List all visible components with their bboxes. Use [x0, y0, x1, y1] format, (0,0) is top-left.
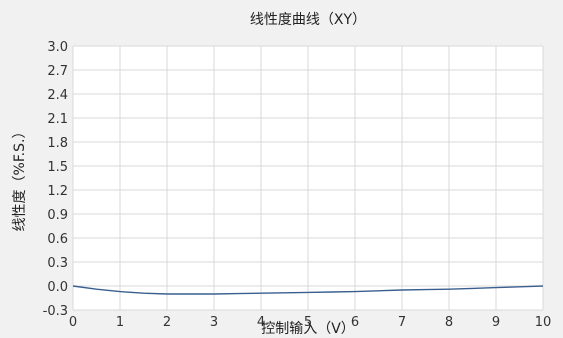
x-tick-label: 2 [163, 315, 171, 330]
y-axis-ticks: -0.3 0.0 0.3 0.6 0.9 1.2 1.5 1.8 2.1 2.4 2.7 3.0 [43, 40, 68, 319]
chart-title: 线性度曲线（XY） [250, 12, 366, 28]
series-line [72, 285, 544, 295]
series-layer [72, 285, 544, 295]
y-tick-label: 0.6 [47, 232, 68, 247]
x-tick-label: 10 [535, 315, 552, 330]
x-tick-label: 9 [492, 315, 500, 330]
x-tick-label: 1 [116, 315, 124, 330]
y-tick-label: 1.8 [47, 136, 68, 151]
y-tick-label: 3.0 [47, 40, 68, 55]
y-tick-label: 1.5 [47, 160, 68, 175]
y-tick-label: 2.4 [47, 88, 68, 103]
x-tick-label: 8 [445, 315, 453, 330]
y-tick-label: 2.1 [47, 112, 68, 127]
x-axis-ticks: 0 1 2 3 4 5 6 7 8 9 10 [69, 315, 551, 330]
x-tick-label: 7 [398, 315, 406, 330]
y-tick-label: -0.3 [43, 304, 68, 319]
y-tick-label: 0.9 [47, 208, 68, 223]
x-tick-label: 0 [69, 315, 77, 330]
x-tick-label: 6 [351, 315, 359, 330]
y-tick-label: 0.0 [47, 280, 68, 295]
x-tick-label: 4 [257, 315, 265, 330]
x-tick-label: 5 [304, 315, 312, 330]
grid-lines [72, 45, 544, 311]
x-tick-label: 3 [210, 315, 218, 330]
y-tick-label: 0.3 [47, 256, 68, 271]
y-tick-label: 1.2 [47, 184, 68, 199]
y-axis-title: 线性度（%F.S.） [12, 125, 28, 232]
x-axis-title: 控制输入（V） [261, 321, 355, 337]
y-tick-label: 2.7 [47, 64, 68, 79]
